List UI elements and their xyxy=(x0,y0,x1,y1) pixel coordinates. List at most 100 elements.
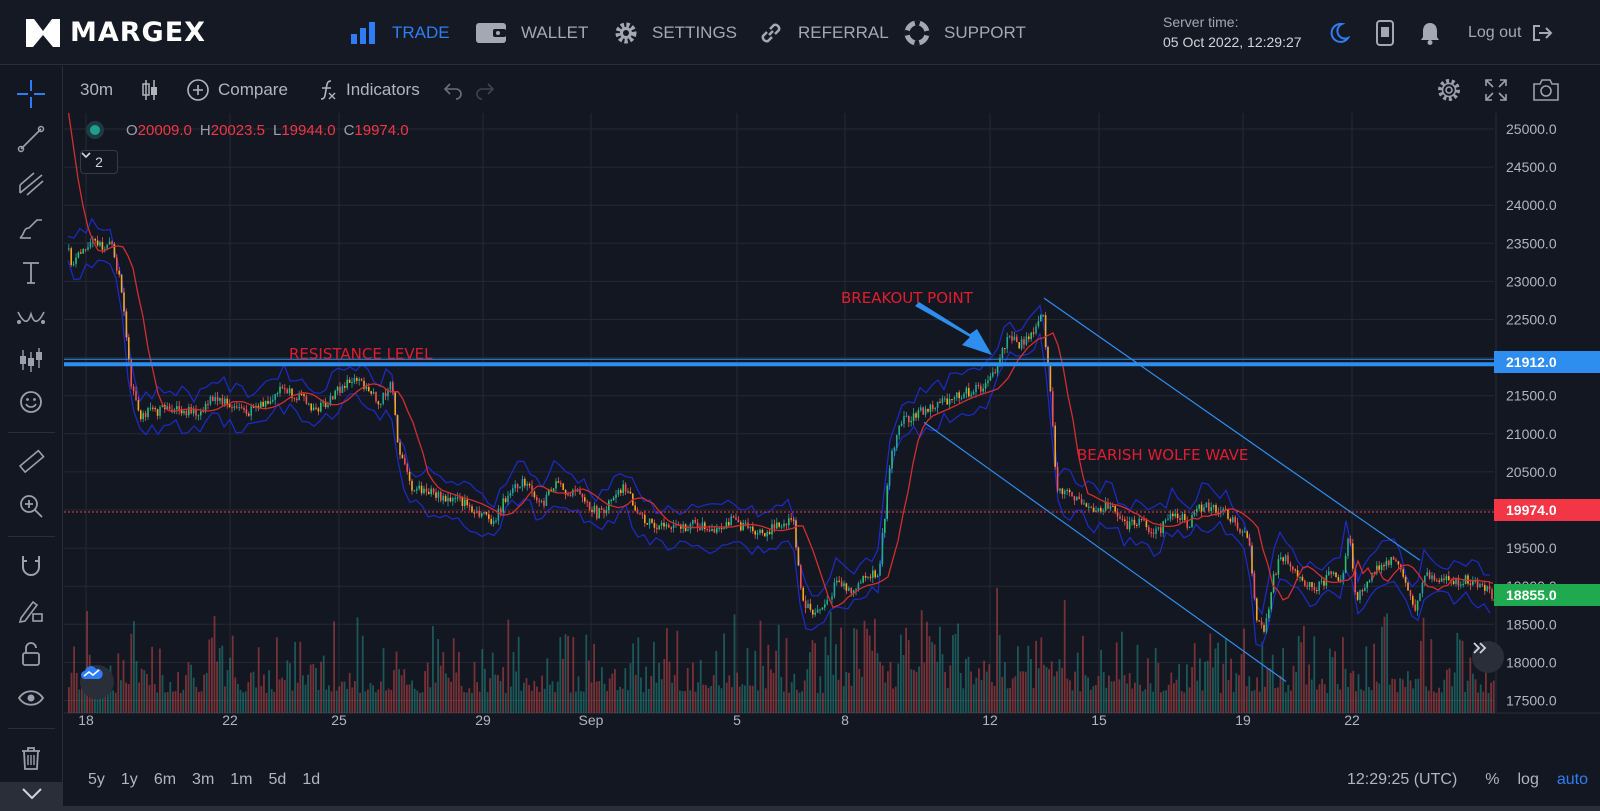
nav-support[interactable]: SUPPORT xyxy=(904,0,1026,65)
y-tick-label: 24000.0 xyxy=(1506,197,1557,213)
compare-button[interactable]: Compare xyxy=(186,66,288,113)
auto-scale-toggle[interactable]: auto xyxy=(1556,771,1588,788)
volume-bar xyxy=(393,670,395,713)
interval-button[interactable]: 30m xyxy=(80,66,113,113)
forecast-tool[interactable] xyxy=(15,344,47,376)
fib-tool[interactable] xyxy=(15,167,47,199)
utc-clock[interactable]: 12:29:25 (UTC) xyxy=(1347,771,1458,788)
volume-bar xyxy=(335,690,338,713)
volume-bar xyxy=(455,672,458,713)
candle-body xyxy=(670,527,672,529)
undo-icon xyxy=(443,82,462,100)
text-tool[interactable] xyxy=(15,256,47,288)
candle-body xyxy=(226,398,228,404)
chart-toolbar: 30m Compare Indicators xyxy=(64,66,1600,113)
volume-bar xyxy=(450,681,452,713)
range-5y[interactable]: 5y xyxy=(88,771,105,788)
chart-settings-button[interactable] xyxy=(1436,66,1462,113)
nav-settings[interactable]: SETTINGS xyxy=(614,0,737,65)
margex-logo[interactable]: MARGEX xyxy=(24,14,206,50)
candle-body xyxy=(1150,532,1152,534)
tradingview-logo[interactable] xyxy=(80,665,114,699)
candle-body xyxy=(600,508,603,510)
visibility-tool[interactable] xyxy=(15,682,47,714)
candle-body xyxy=(468,505,471,507)
range-1y[interactable]: 1y xyxy=(120,771,138,788)
volume-bar xyxy=(426,662,429,713)
chart-type-button[interactable] xyxy=(140,66,160,113)
volume-bar xyxy=(348,672,351,713)
candle-body xyxy=(432,488,435,493)
range-1d[interactable]: 1d xyxy=(302,771,321,788)
volume-bar xyxy=(1102,672,1105,713)
candle-body xyxy=(581,493,584,498)
nav-referral[interactable]: REFERRAL xyxy=(758,0,889,65)
trendline-tool[interactable] xyxy=(15,123,47,155)
volume-bar xyxy=(772,672,775,713)
volume-bar xyxy=(863,620,866,713)
legend-collapse-button[interactable]: 2 xyxy=(80,150,118,174)
volume-bar xyxy=(94,688,96,713)
scroll-to-realtime-button[interactable] xyxy=(1472,641,1504,673)
percent-toggle[interactable]: % xyxy=(1485,771,1500,788)
pattern-tool[interactable] xyxy=(15,300,47,332)
candle-body xyxy=(814,612,816,615)
volume-bar xyxy=(1310,679,1313,713)
candle-body xyxy=(778,522,780,527)
x-tick-label: 8 xyxy=(841,712,849,728)
candle-body xyxy=(166,406,168,409)
volume-bar xyxy=(1248,676,1251,713)
volume-bar xyxy=(926,621,928,713)
nav-trade[interactable]: TRADE xyxy=(350,0,450,65)
candle-body xyxy=(826,600,828,605)
remove-drawings-tool[interactable] xyxy=(15,742,47,774)
indicators-button[interactable]: Indicators xyxy=(318,66,420,113)
measure-tool[interactable] xyxy=(15,446,47,478)
candle-body xyxy=(442,495,444,501)
candle-body xyxy=(178,406,180,410)
icon-tool[interactable] xyxy=(15,386,47,418)
candle-body xyxy=(228,403,231,408)
nav-wallet[interactable]: WALLET xyxy=(475,0,588,65)
candle-body xyxy=(987,380,989,384)
brush-tool[interactable] xyxy=(15,212,47,244)
candle-body xyxy=(435,492,437,498)
candle-body xyxy=(876,575,879,578)
candle-body xyxy=(70,248,72,266)
volume-bar xyxy=(491,652,494,713)
screenshot-button[interactable] xyxy=(1532,66,1560,113)
magnet-tool[interactable] xyxy=(15,550,47,582)
lock-tool[interactable] xyxy=(15,638,47,670)
log-toggle[interactable]: log xyxy=(1517,771,1539,788)
candle-body xyxy=(284,388,286,390)
zoom-tool[interactable] xyxy=(15,490,47,522)
candle-body xyxy=(183,410,185,414)
theme-toggle[interactable] xyxy=(1326,20,1352,46)
notifications-button[interactable] xyxy=(1417,20,1443,46)
price-chart[interactable]: 25000.0 24500.0 24000.0 23500.0 23000.0 22500… xyxy=(64,113,1600,730)
logout-button[interactable]: Log out xyxy=(1468,0,1553,65)
range-1m[interactable]: 1m xyxy=(230,771,253,788)
x-tick-label: 29 xyxy=(475,712,491,728)
candle-body xyxy=(1419,593,1421,601)
range-6m[interactable]: 6m xyxy=(153,771,177,788)
candle-body xyxy=(1294,569,1296,571)
range-5d[interactable]: 5d xyxy=(268,771,287,788)
crosshair-tool[interactable] xyxy=(15,78,47,110)
fullscreen-button[interactable] xyxy=(1484,66,1508,113)
legend-status-dot[interactable] xyxy=(86,121,104,139)
candle-body xyxy=(701,522,704,531)
mobile-app-button[interactable] xyxy=(1372,20,1398,46)
undo-button[interactable] xyxy=(442,66,464,113)
upper-band-line xyxy=(67,217,1491,616)
toolbar-expand-button[interactable] xyxy=(0,782,63,806)
candle-body xyxy=(252,406,255,408)
volume-bar xyxy=(1427,690,1430,713)
redo-button[interactable] xyxy=(474,66,496,113)
volume-bar xyxy=(1370,690,1373,713)
range-3m[interactable]: 3m xyxy=(192,771,215,788)
stay-drawing-tool[interactable] xyxy=(15,594,47,626)
bottom-scrollbar[interactable] xyxy=(0,806,1600,811)
chart-canvas[interactable]: 25000.0 24500.0 24000.0 23500.0 23000.0 22500… xyxy=(64,113,1600,730)
volume-bar xyxy=(998,635,1001,713)
